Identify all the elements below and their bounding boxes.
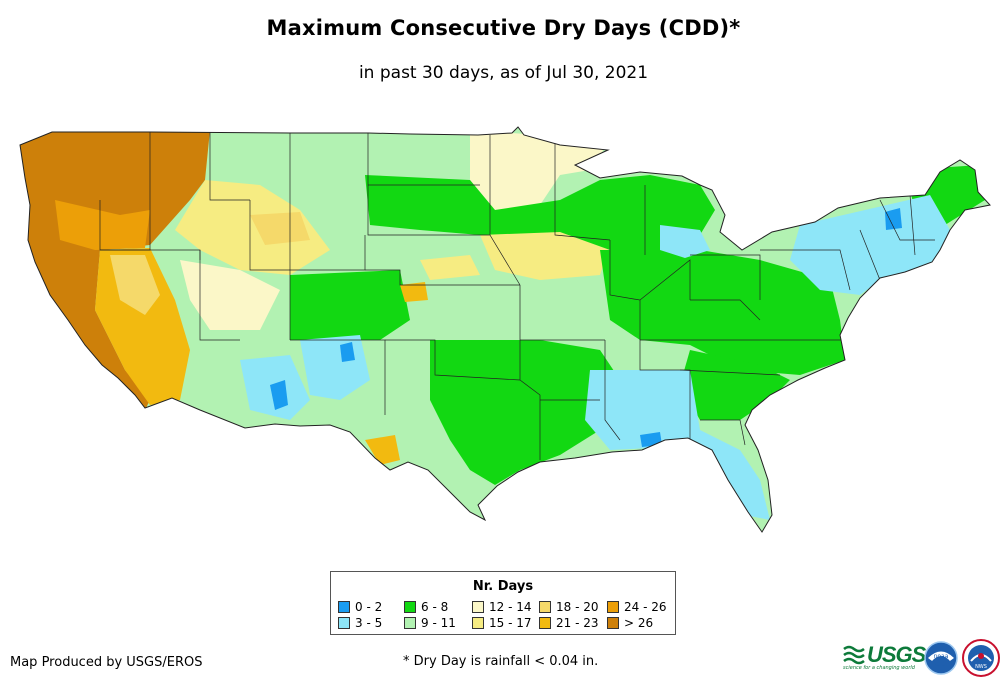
legend-item-24-26: 24 - 26 (607, 601, 667, 613)
legend-swatch (404, 601, 416, 613)
legend-swatch (472, 617, 484, 629)
usgs-logo: USGS science for a changing world (843, 642, 926, 672)
zone-northeast-3-5 (790, 195, 950, 295)
legend-label: 9 - 11 (421, 616, 456, 630)
zone-nw-24-26 (55, 200, 150, 250)
us-dry-days-map (19, 126, 991, 533)
zone-mi-3-5 (660, 225, 710, 258)
legend-label: 21 - 23 (556, 616, 599, 630)
legend-label: 6 - 8 (421, 600, 449, 614)
legend-swatch (607, 617, 619, 629)
legend-label: 0 - 2 (355, 600, 383, 614)
zone-mt-15-17 (175, 180, 330, 275)
zone-sd-15-17 (420, 255, 480, 280)
noaa-logo: noaa (924, 641, 958, 675)
map-title: Maximum Consecutive Dry Days (CDD)* (266, 16, 741, 40)
zone-tx-21-23 (365, 435, 400, 465)
zone-nd-12-14 (470, 130, 610, 210)
legend-label: 15 - 17 (489, 616, 532, 630)
legend-item-9-11: 9 - 11 (404, 617, 456, 629)
legend-item-6-8: 6 - 8 (404, 601, 448, 613)
usgs-wave-icon (843, 645, 865, 665)
map-credit: Map Produced by USGS/EROS (10, 655, 203, 670)
dry-day-footnote: * Dry Day is rainfall < 0.04 in. (403, 654, 599, 669)
zone-co-6-8 (290, 270, 410, 340)
legend-item-gt-26: > 26 (607, 617, 653, 629)
legend: Nr. Days 0 - 2 3 - 5 6 - 8 9 - 11 12 - 1… (330, 571, 676, 635)
zone-az-0-2 (270, 380, 288, 410)
legend-title: Nr. Days (472, 579, 534, 594)
zone-ia-15-17 (480, 230, 610, 280)
zone-south-6-8 (430, 340, 620, 485)
legend-item-12-14: 12 - 14 (472, 601, 532, 613)
state-boundaries (99, 130, 935, 460)
legend-swatch (607, 601, 619, 613)
zone-ks-21-23 (400, 282, 428, 302)
legend-swatch (472, 601, 484, 613)
legend-label: 24 - 26 (624, 600, 667, 614)
legend-item-21-23: 21 - 23 (539, 617, 599, 629)
usgs-wordmark: USGS (867, 642, 926, 667)
legend-item-18-20: 18 - 20 (539, 601, 599, 613)
zone-plains-6-8 (365, 175, 715, 255)
legend-swatch (338, 617, 350, 629)
noaa-label: noaa (934, 653, 949, 660)
legend-swatch (338, 601, 350, 613)
usgs-tagline: science for a changing world (843, 665, 915, 671)
zone-midwest-6-8 (600, 250, 845, 375)
zone-ne-0-2 (885, 208, 902, 230)
zone-nm-0-2 (340, 342, 355, 362)
legend-label: 3 - 5 (355, 616, 383, 630)
map-subtitle: in past 30 days, as of Jul 30, 2021 (358, 63, 649, 83)
legend-label: 18 - 20 (556, 600, 599, 614)
zone-nv-18-20 (110, 255, 160, 315)
legend-item-0-2: 0 - 2 (338, 601, 382, 613)
legend-label: 12 - 14 (489, 600, 532, 614)
legend-swatch (539, 601, 551, 613)
legend-swatch (539, 617, 551, 629)
legend-item-3-5: 3 - 5 (338, 617, 382, 629)
legend-swatch (404, 617, 416, 629)
legend-item-15-17: 15 - 17 (472, 617, 532, 629)
zone-wy-18-20 (250, 212, 310, 245)
zone-ut-12-14 (180, 260, 280, 330)
nws-label: NWS (975, 664, 987, 670)
nws-logo: NWS (962, 639, 1000, 677)
legend-label: > 26 (624, 616, 654, 630)
